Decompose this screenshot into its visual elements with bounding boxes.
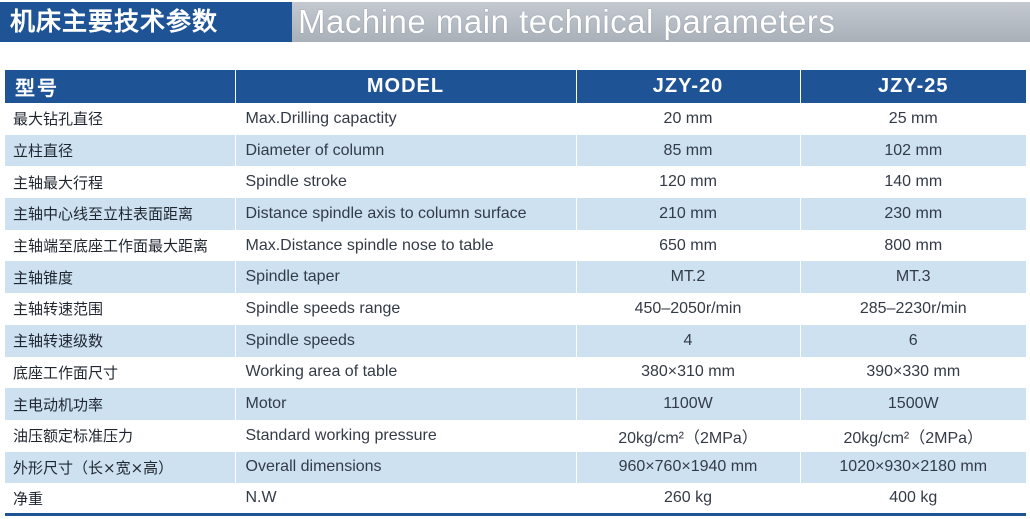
column-header-jzy-25: JZY-25 <box>800 70 1026 103</box>
param-name-cn: 净重 <box>5 483 236 517</box>
table-row: 主轴中心线至立柱表面距离 Distance spindle axis to col… <box>5 198 1026 230</box>
param-name-en: Working area of table <box>235 356 577 389</box>
value-jzy-20: 4 <box>576 324 801 357</box>
value-jzy-25: 20kg/cm²（2MPa） <box>800 419 1026 452</box>
value-jzy-25: 1500W <box>800 388 1026 420</box>
column-header-jzy-20: JZY-20 <box>576 70 801 103</box>
table-row: 底座工作面尺寸 Working area of table 380×310 mm 39… <box>5 356 1026 389</box>
spec-table: 型号 MODEL JZY-20 JZY-25 最大钻孔直径 Max.Drillin… <box>5 70 1026 517</box>
value-jzy-20: 960×760×1940 mm <box>576 451 801 484</box>
value-jzy-25: 1020×930×2180 mm <box>800 451 1026 484</box>
param-name-en: Motor <box>235 388 577 420</box>
param-name-en: Spindle stroke <box>235 166 577 199</box>
table-row: 外形尺寸（长×宽×高） Overall dimensions 960×760×194… <box>5 451 1026 484</box>
table-row: 立柱直径 Diameter of column 85 mm 102 mm <box>5 134 1026 167</box>
value-jzy-20: 20 mm <box>576 103 801 135</box>
param-name-cn: 立柱直径 <box>5 134 236 167</box>
value-jzy-25: 25 mm <box>800 103 1026 135</box>
table-row: 油压额定标准压力 Standard working pressure 20kg/cm… <box>5 419 1026 452</box>
value-jzy-25: 400 kg <box>800 483 1026 517</box>
table-row: 净重 N.W 260 kg 400 kg <box>5 483 1026 517</box>
param-name-en: Max.Distance spindle nose to table <box>235 229 577 262</box>
value-jzy-20: 20kg/cm²（2MPa） <box>576 419 801 452</box>
param-name-cn: 主轴中心线至立柱表面距离 <box>5 198 236 230</box>
param-name-en: Spindle speeds <box>235 324 577 357</box>
value-jzy-20: 120 mm <box>576 166 801 199</box>
title-cn: 机床主要技术参数 <box>0 2 292 42</box>
table-row: 主轴锥度 Spindle taper MT.2 MT.3 <box>5 261 1026 294</box>
value-jzy-25: 390×330 mm <box>800 356 1026 389</box>
param-name-cn: 主轴最大行程 <box>5 166 236 199</box>
value-jzy-20: 260 kg <box>576 483 801 517</box>
param-name-cn: 外形尺寸（长×宽×高） <box>5 451 236 484</box>
table-row: 主轴转速级数 Spindle speeds 4 6 <box>5 324 1026 357</box>
title-en: Machine main technical parameters <box>298 3 836 40</box>
table-body: 最大钻孔直径 Max.Drilling capactity 20 mm 25 mm 立柱… <box>5 103 1026 517</box>
value-jzy-20: 210 mm <box>576 198 801 230</box>
param-name-en: Max.Drilling capactity <box>235 103 577 135</box>
param-name-en: Spindle speeds range <box>235 293 577 325</box>
value-jzy-20: 85 mm <box>576 134 801 167</box>
title-banner: 机床主要技术参数 Machine main technical paramete… <box>0 2 1030 42</box>
param-name-en: Diameter of column <box>235 134 577 167</box>
value-jzy-25: 6 <box>800 324 1026 357</box>
param-name-cn: 主电动机功率 <box>5 388 236 420</box>
column-header-model: MODEL <box>235 70 577 103</box>
value-jzy-25: 800 mm <box>800 229 1026 262</box>
value-jzy-20: 650 mm <box>576 229 801 262</box>
param-name-cn: 油压额定标准压力 <box>5 419 236 452</box>
value-jzy-25: 102 mm <box>800 134 1026 167</box>
param-name-en: Overall dimensions <box>235 451 577 484</box>
table-row: 主轴转速范围 Spindle speeds range 450–2050r/min 2… <box>5 293 1026 325</box>
value-jzy-20: 450–2050r/min <box>576 293 801 325</box>
param-name-en: Distance spindle axis to column surface <box>235 198 577 230</box>
param-name-cn: 最大钻孔直径 <box>5 103 236 135</box>
param-name-en: N.W <box>235 483 577 517</box>
table-row: 主轴端至底座工作面最大距离 Max.Distance spindle nose t… <box>5 229 1026 262</box>
param-name-cn: 底座工作面尺寸 <box>5 356 236 389</box>
param-name-cn: 主轴转速级数 <box>5 324 236 357</box>
param-name-en: Standard working pressure <box>235 419 577 452</box>
value-jzy-20: 1100W <box>576 388 801 420</box>
table-row: 最大钻孔直径 Max.Drilling capactity 20 mm 25 mm <box>5 103 1026 135</box>
table-header-row: 型号 MODEL JZY-20 JZY-25 <box>5 70 1026 103</box>
param-name-cn: 主轴转速范围 <box>5 293 236 325</box>
value-jzy-25: 140 mm <box>800 166 1026 199</box>
value-jzy-20: 380×310 mm <box>576 356 801 389</box>
param-name-cn: 主轴锥度 <box>5 261 236 294</box>
value-jzy-25: 285–2230r/min <box>800 293 1026 325</box>
value-jzy-25: 230 mm <box>800 198 1026 230</box>
value-jzy-25: MT.3 <box>800 261 1026 294</box>
table-row: 主电动机功率 Motor 1100W 1500W <box>5 388 1026 420</box>
value-jzy-20: MT.2 <box>576 261 801 294</box>
column-header-model-cn: 型号 <box>5 70 236 103</box>
param-name-en: Spindle taper <box>235 261 577 294</box>
param-name-cn: 主轴端至底座工作面最大距离 <box>5 229 236 262</box>
table-row: 主轴最大行程 Spindle stroke 120 mm 140 mm <box>5 166 1026 199</box>
